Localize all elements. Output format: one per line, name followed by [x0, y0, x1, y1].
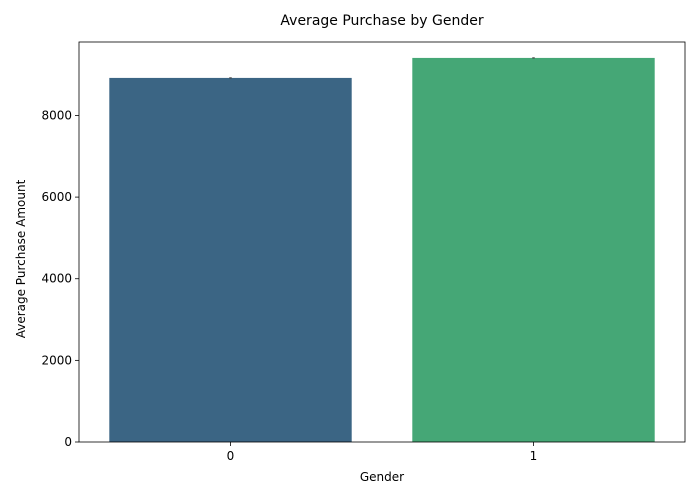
x-tick-label: 1: [530, 449, 538, 463]
bar-0: [109, 77, 352, 442]
bar-1: [412, 57, 655, 442]
plot-area: 0 2000 4000 6000 8000 0 1: [41, 41, 686, 463]
x-tick-label: 0: [227, 449, 235, 463]
x-axis-label: Gender: [360, 470, 404, 484]
y-tick-label: 2000: [41, 353, 72, 367]
chart-title: Average Purchase by Gender: [280, 13, 483, 29]
y-tick-label: 0: [64, 435, 72, 449]
y-tick-label: 4000: [41, 272, 72, 286]
y-tick-label: 6000: [41, 190, 72, 204]
plot-frame: [78, 41, 686, 443]
y-axis-label: Average Purchase Amount: [14, 179, 28, 338]
y-tick-label: 8000: [41, 108, 72, 122]
